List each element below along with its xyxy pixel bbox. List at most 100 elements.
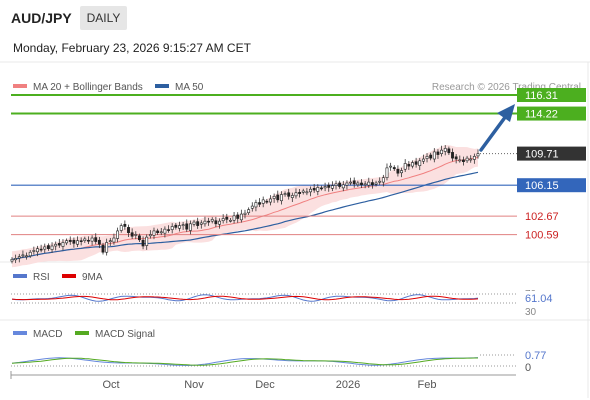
candle-body — [454, 156, 458, 160]
candle — [21, 250, 25, 259]
candle-body — [90, 237, 94, 242]
candle — [203, 216, 207, 227]
candle-body — [105, 242, 109, 253]
rsi-swatch — [13, 274, 27, 278]
resistance-value: 116.31 — [525, 90, 558, 102]
candle — [250, 202, 254, 212]
pivot-value: 109.71 — [525, 149, 559, 161]
candle — [207, 217, 211, 226]
ma20-swatch — [13, 84, 27, 88]
ma50-swatch — [155, 84, 169, 88]
candle-body — [258, 202, 261, 205]
candle — [181, 221, 185, 230]
candle-body — [39, 248, 43, 251]
candle-body — [229, 219, 232, 222]
bollinger-fill — [12, 145, 478, 268]
candle — [309, 186, 312, 197]
level-resistance: 114.22 — [11, 106, 586, 121]
candlesticks — [10, 145, 480, 264]
candle-body — [378, 180, 382, 183]
candle-body — [414, 161, 418, 165]
candle — [411, 160, 414, 169]
candle-body — [87, 239, 90, 242]
candle-body — [356, 182, 360, 186]
resistance-value: 114.22 — [525, 109, 558, 121]
macd-panel: MACD MACD Signal 0.77 0 — [11, 329, 546, 374]
candle-body — [239, 213, 243, 221]
level-support_main: 106.15 — [11, 178, 586, 193]
candle — [130, 228, 134, 240]
candle — [352, 177, 356, 188]
candle — [50, 242, 54, 253]
candle-body — [421, 158, 425, 162]
candle — [232, 212, 236, 224]
candle-body — [134, 234, 138, 236]
candle — [429, 152, 433, 161]
candle-body — [429, 154, 433, 159]
candle — [323, 182, 327, 192]
candle-body — [130, 232, 134, 237]
candle-body — [407, 164, 411, 167]
candle — [414, 157, 418, 168]
timeframe-badge[interactable]: DAILY — [80, 6, 127, 30]
candle — [389, 162, 393, 171]
candle-body — [316, 187, 320, 192]
arrow-head — [497, 104, 515, 122]
candle-body — [352, 180, 356, 185]
candle — [101, 242, 105, 255]
candle — [25, 252, 28, 260]
candle-body — [290, 195, 294, 198]
candle-body — [14, 258, 18, 261]
rsi-ma-line — [11, 295, 479, 301]
candle — [116, 227, 120, 243]
candle — [327, 182, 331, 192]
candle-body — [25, 255, 28, 258]
candle — [418, 158, 422, 171]
candle-body — [28, 251, 32, 257]
ma20-line — [11, 157, 479, 260]
candle-body — [458, 159, 462, 162]
candle-body — [72, 239, 76, 244]
candle — [465, 155, 469, 164]
support-main-value: 106.15 — [525, 180, 559, 192]
candle-body — [119, 225, 123, 231]
candle — [298, 189, 302, 198]
candle-body — [192, 221, 196, 225]
x-tick-oct: Oct — [102, 379, 119, 391]
candle-body — [400, 170, 403, 174]
candle-body — [472, 156, 476, 160]
candle-body — [418, 160, 422, 166]
candle-body — [68, 239, 72, 242]
candle — [214, 216, 218, 228]
candle-body — [338, 182, 342, 187]
candle — [432, 148, 436, 163]
candle — [185, 219, 189, 232]
candle-body — [425, 156, 429, 159]
rsi-panel: RSI 9MA 70 30 61.04 — [11, 272, 556, 318]
candle — [221, 214, 225, 224]
candle-body — [207, 220, 211, 223]
candle-body — [181, 224, 185, 227]
candle-body — [101, 244, 105, 253]
candle-body — [476, 153, 480, 157]
candle-body — [123, 223, 127, 227]
candle — [392, 165, 396, 171]
candle — [39, 244, 43, 253]
candle-body — [221, 218, 225, 222]
candle-body — [323, 186, 327, 189]
candle-body — [214, 220, 218, 225]
candle-body — [341, 184, 345, 189]
candle — [443, 145, 447, 156]
candle-body — [159, 231, 163, 234]
x-tick-2026: 2026 — [336, 379, 360, 391]
candle — [65, 238, 69, 246]
candle-body — [254, 202, 258, 208]
candle — [94, 233, 98, 245]
macd-signal-legend-label: MACD Signal — [95, 329, 155, 340]
candle — [454, 154, 458, 164]
pivot-tag — [517, 146, 586, 161]
candle — [32, 246, 36, 255]
candle-body — [392, 167, 396, 170]
candle-body — [432, 151, 436, 160]
candle — [290, 192, 294, 202]
